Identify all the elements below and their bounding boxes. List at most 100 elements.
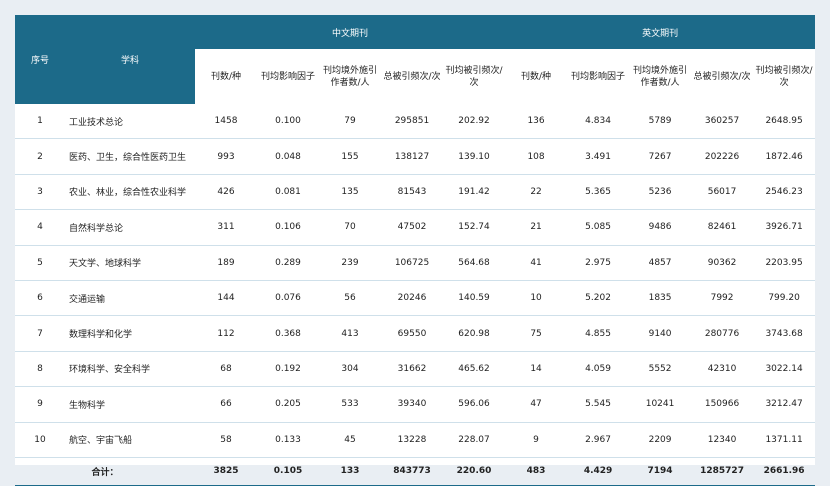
cell: 14	[505, 351, 568, 388]
subject-cell: 自然科学总论	[65, 209, 195, 246]
cell: 533	[319, 386, 381, 423]
cell: 56	[319, 280, 381, 317]
cell: 4.855	[567, 315, 630, 352]
cell: 9486	[629, 209, 692, 246]
table-row: 2 医药、卫生，综合性医药卫生 993 0.048 155 138127 139.10 108…	[15, 138, 816, 175]
cell: 4.059	[567, 351, 630, 388]
header-subject: 学科	[65, 15, 195, 104]
total-cell: 0.105	[257, 457, 319, 486]
cell: 2648.95	[753, 104, 816, 140]
subject-cell: 环境科学、安全科学	[65, 351, 195, 388]
data-table: 序号 学科 中文期刊 英文期刊 刊数/种 刊均影响因子 刊均境外施引作者数/人 总被引…	[15, 15, 816, 486]
table-row: 1 工业技术总论 1458 0.100 79 295851 202.92 136 4.834 57…	[15, 104, 816, 140]
cell: 106725	[381, 245, 443, 281]
cell: 1458	[195, 104, 257, 140]
cell: 5552	[629, 351, 692, 388]
cell: 3022.14	[753, 351, 816, 388]
cell: 3743.68	[753, 315, 816, 352]
cell: 0.076	[257, 280, 319, 317]
cell: 280776	[691, 315, 754, 352]
cell: 304	[319, 351, 381, 388]
table-row: 7 数理科学和化学 112 0.368 413 69550 620.98 75 4.855 914…	[15, 315, 816, 352]
group-header: 英文期刊	[505, 15, 816, 49]
total-label: 合计：	[15, 457, 195, 486]
subject-cell: 医药、卫生，综合性医药卫生	[65, 138, 195, 175]
table-row: 4 自然科学总论 311 0.106 70 47502 152.74 21 5.085 9486 8…	[15, 209, 816, 246]
cell: 5236	[629, 174, 692, 211]
cell: 2546.23	[753, 174, 816, 211]
total-cell: 133	[319, 457, 381, 486]
cell: 5.202	[567, 280, 630, 317]
table-row: 3 农业、林业，综合性农业科学 426 0.081 135 81543 191.42 22 5.…	[15, 174, 816, 211]
cell: 2	[15, 138, 65, 175]
column-header: 刊数/种	[195, 49, 257, 104]
subject-cell: 生物科学	[65, 386, 195, 423]
cell: 155	[319, 138, 381, 175]
cell: 42310	[691, 351, 754, 388]
cell: 31662	[381, 351, 443, 388]
header-index: 序号	[15, 15, 65, 104]
cell: 5.365	[567, 174, 630, 211]
cell: 9	[505, 422, 568, 458]
cell: 620.98	[443, 315, 506, 352]
column-header: 刊均影响因子	[257, 49, 319, 104]
cell: 79	[319, 104, 381, 140]
cell: 0.106	[257, 209, 319, 246]
subject-cell: 农业、林业，综合性农业科学	[65, 174, 195, 211]
subject-cell: 交通运输	[65, 280, 195, 317]
table-panel: 序号 学科 中文期刊 英文期刊 刊数/种 刊均影响因子 刊均境外施引作者数/人 总被引…	[15, 15, 816, 486]
cell: 426	[195, 174, 257, 211]
cell: 311	[195, 209, 257, 246]
cell: 39340	[381, 386, 443, 423]
total-cell: 7194	[629, 457, 692, 486]
cell: 4857	[629, 245, 692, 281]
cell: 4.834	[567, 104, 630, 140]
cell: 140.59	[443, 280, 506, 317]
column-header: 刊均境外施引作者数/人	[629, 49, 692, 104]
cell: 69550	[381, 315, 443, 352]
cell: 0.048	[257, 138, 319, 175]
cell: 10	[505, 280, 568, 317]
table-row: 5 天文学、地球科学 189 0.289 239 106725 564.68 41 2.975 4…	[15, 245, 816, 281]
cell: 47	[505, 386, 568, 423]
cell: 47502	[381, 209, 443, 246]
column-header: 刊均被引频次/次	[753, 49, 816, 104]
cell: 10	[15, 422, 65, 458]
cell: 1371.11	[753, 422, 816, 458]
column-header: 刊均影响因子	[567, 49, 630, 104]
cell: 1	[15, 104, 65, 140]
cell: 21	[505, 209, 568, 246]
cell: 56017	[691, 174, 754, 211]
total-cell: 3825	[195, 457, 257, 486]
cell: 3212.47	[753, 386, 816, 423]
cell: 7992	[691, 280, 754, 317]
cell: 0.133	[257, 422, 319, 458]
cell: 0.289	[257, 245, 319, 281]
cell: 3	[15, 174, 65, 211]
cell: 202.92	[443, 104, 506, 140]
cell: 9	[15, 386, 65, 423]
column-header: 刊数/种	[505, 49, 568, 104]
table-row: 10 航空、宇宙飞船 58 0.133 45 13228 228.07 9 2.967 2209 1…	[15, 422, 816, 458]
cell: 7267	[629, 138, 692, 175]
cell: 144	[195, 280, 257, 317]
cell: 136	[505, 104, 568, 140]
cell: 138127	[381, 138, 443, 175]
cell: 3.491	[567, 138, 630, 175]
cell: 68	[195, 351, 257, 388]
cell: 0.081	[257, 174, 319, 211]
subject-cell: 工业技术总论	[65, 104, 195, 140]
column-header: 总被引频次/次	[381, 49, 443, 104]
cell: 0.100	[257, 104, 319, 140]
cell: 2.975	[567, 245, 630, 281]
cell: 0.192	[257, 351, 319, 388]
cell: 2.967	[567, 422, 630, 458]
cell: 993	[195, 138, 257, 175]
cell: 413	[319, 315, 381, 352]
cell: 20246	[381, 280, 443, 317]
cell: 191.42	[443, 174, 506, 211]
subject-cell: 数理科学和化学	[65, 315, 195, 352]
cell: 465.62	[443, 351, 506, 388]
group-header: 中文期刊	[195, 15, 506, 49]
cell: 13228	[381, 422, 443, 458]
